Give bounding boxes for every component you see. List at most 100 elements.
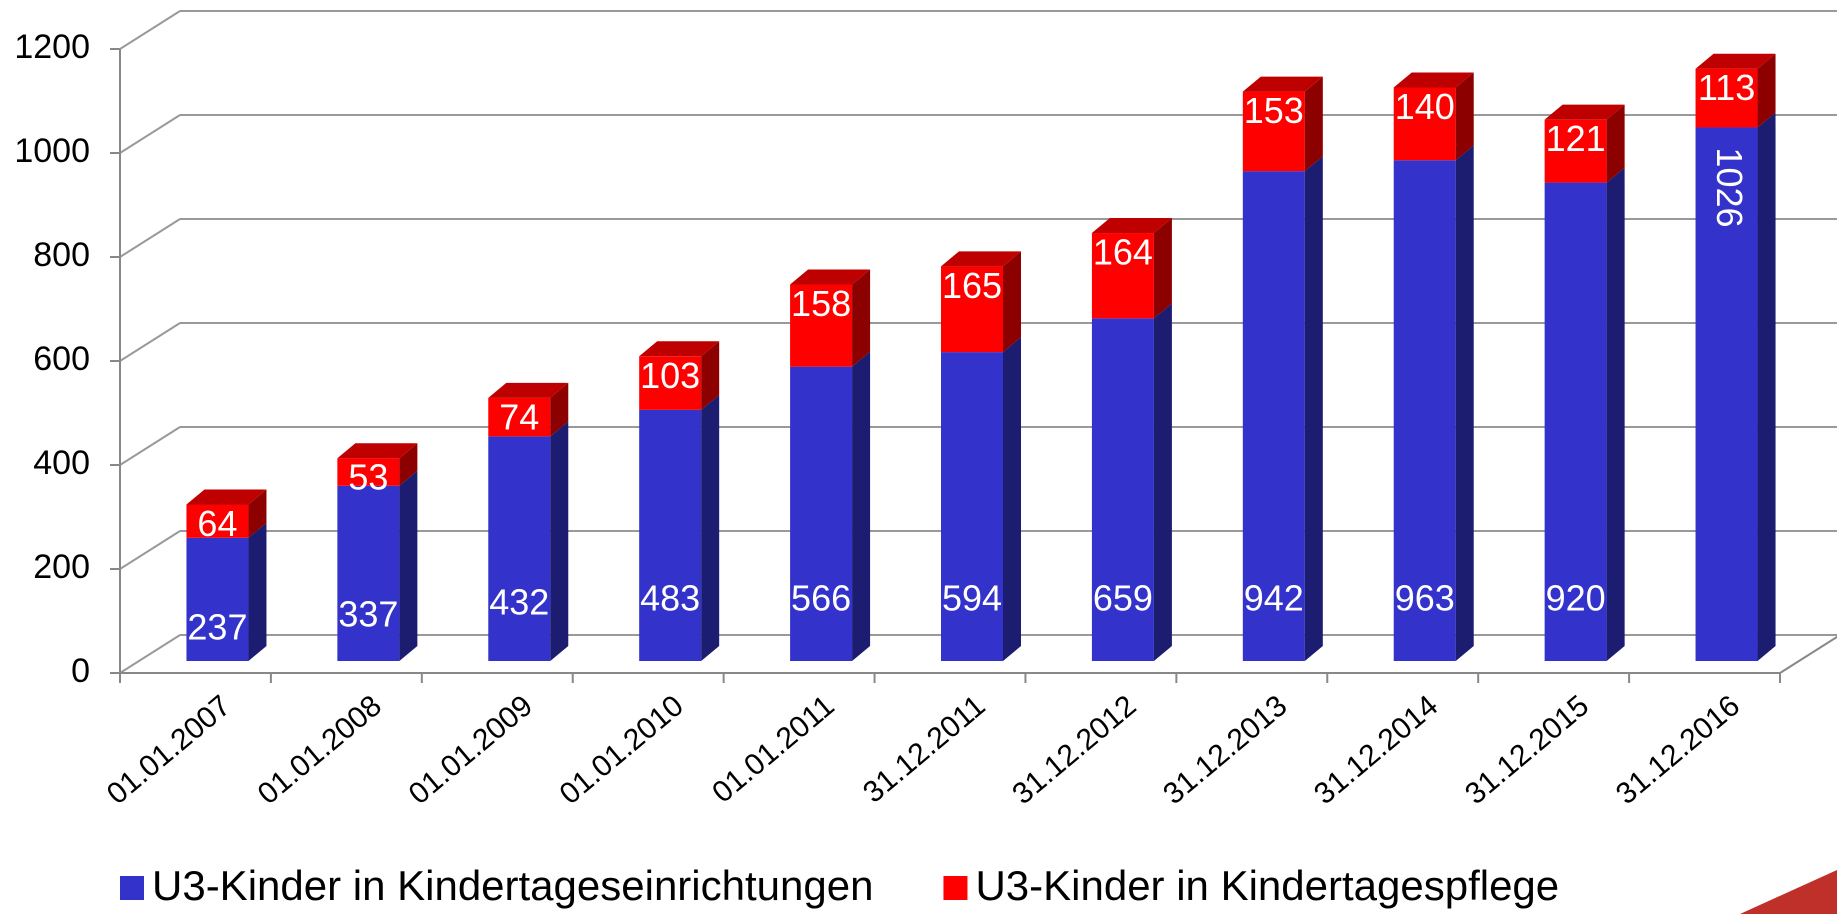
grid-line bbox=[119, 634, 181, 674]
bar-side bbox=[701, 394, 720, 661]
x-tick-label: 31.12.2015 bbox=[1459, 689, 1595, 811]
x-tick-label: 01.01.2011 bbox=[706, 689, 841, 809]
data-label: 103 bbox=[640, 355, 700, 396]
bar-top bbox=[337, 443, 418, 459]
bar-side bbox=[1757, 53, 1776, 128]
bar-front bbox=[639, 356, 702, 410]
x-tick-label: 31.12.2013 bbox=[1157, 689, 1293, 811]
bar-top bbox=[1544, 104, 1625, 120]
floor-edge bbox=[1779, 635, 1837, 674]
x-tick-label: 01.01.2009 bbox=[403, 689, 539, 811]
grid-line bbox=[119, 10, 181, 50]
bar-side bbox=[1304, 76, 1323, 172]
grid-line bbox=[119, 530, 181, 570]
bar-side bbox=[1455, 72, 1474, 161]
bar-front bbox=[186, 537, 249, 661]
data-label: 337 bbox=[338, 594, 398, 635]
data-label: 942 bbox=[1244, 578, 1304, 619]
bar-front bbox=[1695, 127, 1758, 662]
bar bbox=[1091, 218, 1172, 319]
data-label: 594 bbox=[942, 578, 1002, 619]
data-label: 920 bbox=[1546, 578, 1606, 619]
bar-side bbox=[1606, 167, 1625, 661]
data-label: 963 bbox=[1395, 578, 1455, 619]
bar bbox=[1393, 72, 1474, 161]
bar-front bbox=[488, 397, 551, 437]
bar bbox=[790, 351, 871, 661]
bar-front bbox=[1544, 182, 1607, 661]
bar-side bbox=[852, 269, 871, 367]
data-label: 483 bbox=[640, 578, 700, 619]
bar-top bbox=[790, 269, 871, 285]
bar-side bbox=[852, 351, 871, 661]
bar-top bbox=[488, 382, 569, 398]
bar-top bbox=[941, 251, 1021, 267]
bar-front bbox=[1091, 233, 1154, 319]
bar-top bbox=[1393, 72, 1474, 88]
y-tick-label: 0 bbox=[71, 652, 90, 690]
bar-side bbox=[701, 341, 720, 410]
bar-side bbox=[248, 489, 267, 538]
bar bbox=[790, 269, 871, 367]
bar-front bbox=[1393, 160, 1456, 662]
grid-line bbox=[119, 322, 181, 362]
bar-front bbox=[1695, 68, 1758, 128]
data-label: 113 bbox=[1698, 67, 1755, 108]
data-label: 121 bbox=[1546, 118, 1606, 159]
bar-front bbox=[941, 266, 1003, 353]
bar-front bbox=[1091, 318, 1154, 661]
bar-side bbox=[1606, 104, 1625, 183]
legend-label: U3-Kinder in Kindertageseinrichtungen bbox=[152, 862, 873, 909]
bar bbox=[488, 421, 569, 661]
data-label: 53 bbox=[348, 457, 388, 498]
bar bbox=[639, 341, 720, 410]
bar-front bbox=[1242, 171, 1305, 661]
bar-side bbox=[399, 443, 418, 486]
bar-front bbox=[1393, 87, 1456, 161]
bar-top bbox=[639, 341, 720, 357]
bar-front bbox=[1544, 119, 1607, 183]
bar-top bbox=[1091, 218, 1172, 234]
bar bbox=[1393, 145, 1474, 662]
y-tick-label: 400 bbox=[33, 444, 90, 482]
data-label: 140 bbox=[1395, 86, 1455, 127]
y-tick-label: 1000 bbox=[14, 132, 90, 170]
bar-top bbox=[1242, 76, 1323, 92]
bar bbox=[337, 470, 418, 661]
bar-side bbox=[1003, 251, 1021, 353]
bar-side bbox=[550, 421, 569, 661]
bar-front bbox=[1242, 91, 1305, 172]
bar-side bbox=[1757, 112, 1776, 662]
x-tick-label: 31.12.2012 bbox=[1006, 689, 1142, 811]
bar bbox=[337, 443, 418, 486]
bar bbox=[1544, 104, 1625, 183]
bar-front bbox=[790, 284, 853, 367]
y-tick-label: 600 bbox=[33, 340, 90, 378]
bar-front bbox=[186, 504, 249, 538]
y-tick-label: 800 bbox=[33, 236, 90, 274]
bar bbox=[1695, 112, 1776, 662]
legend-swatch bbox=[120, 876, 144, 900]
x-tick-label: 01.01.2008 bbox=[252, 689, 388, 811]
data-label: 158 bbox=[791, 283, 851, 324]
bar bbox=[1695, 53, 1776, 128]
bar bbox=[1242, 156, 1323, 661]
y-tick-label: 200 bbox=[33, 548, 90, 586]
data-label: 164 bbox=[1093, 232, 1153, 273]
bar-side bbox=[1003, 337, 1021, 661]
bar-front bbox=[639, 409, 702, 661]
bar-side bbox=[1455, 145, 1474, 662]
grid-line bbox=[119, 426, 181, 466]
data-label: 64 bbox=[197, 503, 237, 544]
bar-top bbox=[186, 489, 267, 505]
bar-side bbox=[550, 382, 569, 437]
bar-front bbox=[337, 458, 400, 486]
bar-side bbox=[248, 522, 267, 661]
grid-line bbox=[119, 218, 181, 258]
data-label: 237 bbox=[187, 607, 247, 648]
y-tick-label: 1200 bbox=[14, 28, 90, 66]
x-tick-label: 01.01.2007 bbox=[101, 689, 237, 811]
x-tick-label: 31.12.2014 bbox=[1308, 689, 1444, 811]
bar bbox=[941, 251, 1021, 353]
bar-front bbox=[941, 352, 1003, 661]
